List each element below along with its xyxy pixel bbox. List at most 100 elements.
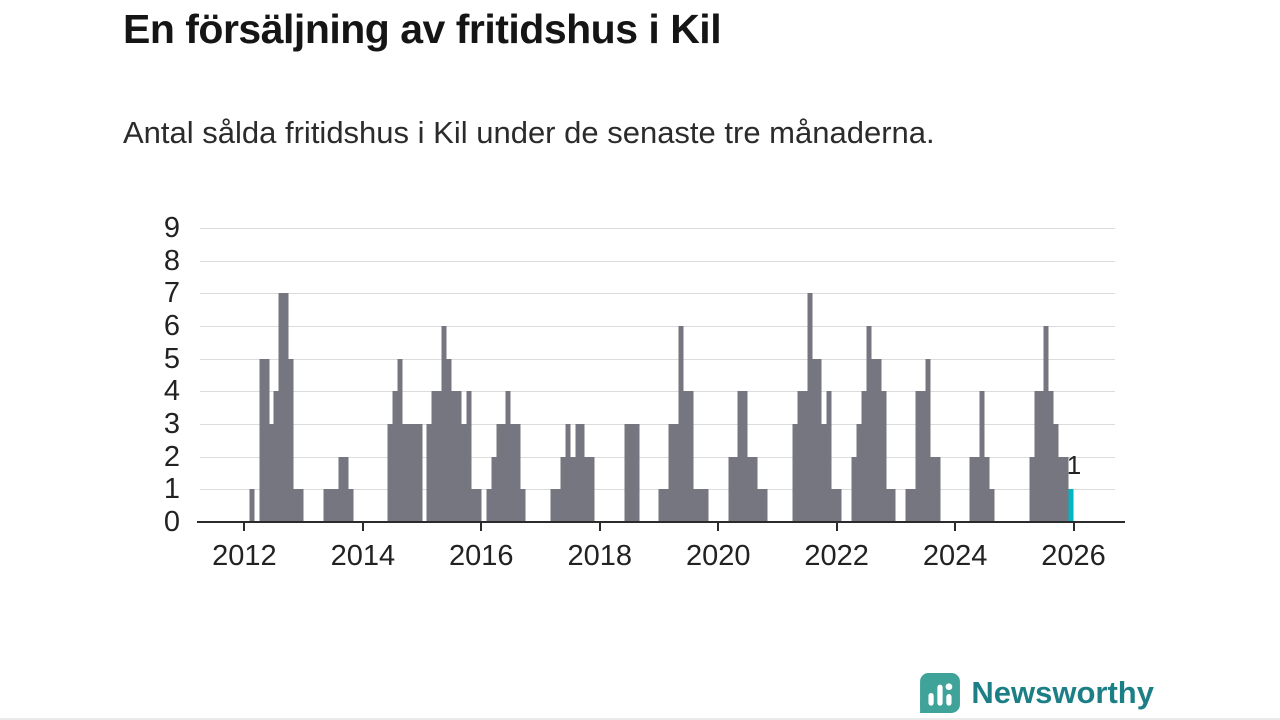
bar bbox=[1058, 456, 1064, 522]
bar bbox=[555, 489, 561, 522]
bar bbox=[974, 456, 980, 522]
bar bbox=[811, 358, 817, 522]
bar bbox=[698, 489, 704, 522]
bar bbox=[885, 489, 891, 522]
bar bbox=[797, 391, 803, 522]
bar bbox=[496, 424, 502, 522]
bar bbox=[269, 424, 275, 522]
gridline bbox=[200, 228, 1115, 229]
bar bbox=[249, 489, 255, 522]
x-axis-tick bbox=[598, 523, 601, 531]
bar bbox=[431, 391, 437, 522]
bar bbox=[392, 391, 398, 522]
bar bbox=[826, 391, 832, 522]
bar bbox=[1043, 326, 1049, 522]
bar bbox=[338, 456, 344, 522]
bar bbox=[446, 358, 452, 522]
gridline bbox=[200, 326, 1115, 327]
bar bbox=[979, 391, 985, 522]
y-axis-label: 9 bbox=[163, 212, 180, 244]
bar bbox=[728, 456, 734, 522]
bar bbox=[678, 326, 684, 522]
bar bbox=[402, 424, 408, 522]
bar bbox=[1029, 456, 1035, 522]
bar bbox=[451, 391, 457, 522]
bar bbox=[629, 424, 635, 522]
bar bbox=[915, 391, 921, 522]
x-axis-tick bbox=[1072, 523, 1075, 531]
bar bbox=[757, 489, 763, 522]
bar bbox=[663, 489, 669, 522]
bar bbox=[570, 456, 576, 522]
bar bbox=[762, 489, 768, 522]
gridline bbox=[200, 456, 1115, 458]
bar bbox=[836, 489, 842, 522]
bar bbox=[668, 424, 674, 522]
bar bbox=[565, 424, 571, 522]
bar bbox=[876, 358, 882, 522]
y-axis-label: 3 bbox=[163, 408, 180, 440]
x-axis-tick bbox=[243, 523, 246, 531]
y-axis-label: 0 bbox=[163, 506, 180, 538]
bar bbox=[673, 424, 679, 522]
bar bbox=[589, 456, 595, 522]
x-axis-tick bbox=[480, 523, 483, 531]
bar bbox=[436, 391, 442, 522]
newsworthy-icon bbox=[920, 673, 961, 713]
bar bbox=[520, 489, 526, 522]
y-axis-label: 4 bbox=[163, 375, 180, 408]
bar bbox=[624, 424, 630, 522]
newsworthy-logo: Newsworthy bbox=[919, 672, 1154, 714]
bar bbox=[742, 391, 748, 522]
bar bbox=[856, 424, 862, 522]
bar bbox=[560, 456, 566, 522]
x-axis-label: 2024 bbox=[922, 540, 988, 572]
bar bbox=[905, 489, 911, 522]
bar bbox=[890, 489, 896, 522]
bar bbox=[579, 424, 585, 522]
bar bbox=[471, 489, 477, 522]
bar bbox=[476, 489, 482, 522]
bar bbox=[387, 424, 393, 522]
bar bbox=[264, 358, 270, 522]
bar bbox=[935, 456, 941, 522]
bar bbox=[871, 358, 877, 522]
bar bbox=[298, 489, 304, 522]
gridline bbox=[200, 293, 1115, 295]
bar bbox=[426, 424, 432, 522]
x-axis-tick bbox=[361, 523, 364, 531]
bar bbox=[441, 326, 447, 522]
bar bbox=[515, 424, 521, 522]
bar bbox=[348, 489, 354, 522]
bar bbox=[752, 456, 758, 522]
bar bbox=[259, 358, 265, 522]
chart-title: En försäljning av fritidshus i Kil bbox=[123, 6, 722, 52]
bar bbox=[969, 456, 975, 522]
page-bottom-border bbox=[0, 718, 1280, 720]
chart-subtitle: Antal sålda fritidshus i Kil under de se… bbox=[123, 115, 935, 150]
bar bbox=[333, 489, 339, 522]
bar bbox=[505, 391, 511, 522]
bar bbox=[861, 391, 867, 522]
y-axis-label: 1 bbox=[163, 473, 180, 506]
bar bbox=[288, 358, 294, 522]
bar bbox=[747, 456, 753, 522]
x-axis-ticks bbox=[200, 523, 1115, 531]
bar bbox=[703, 489, 709, 522]
gridline bbox=[200, 358, 1115, 360]
bar bbox=[807, 293, 812, 522]
bar bbox=[1034, 391, 1040, 522]
bar bbox=[925, 358, 931, 522]
x-axis-label: 2020 bbox=[685, 540, 751, 572]
bar bbox=[866, 326, 872, 522]
x-axis-label: 2018 bbox=[567, 540, 633, 572]
bar bbox=[1048, 391, 1054, 522]
x-axis-label: 2014 bbox=[330, 540, 396, 572]
y-axis-label: 5 bbox=[163, 342, 180, 375]
bar bbox=[802, 391, 808, 522]
x-axis-tick bbox=[954, 523, 957, 531]
bar bbox=[461, 424, 467, 522]
x-axis-tick bbox=[717, 523, 720, 531]
x-axis-tick bbox=[835, 523, 838, 531]
